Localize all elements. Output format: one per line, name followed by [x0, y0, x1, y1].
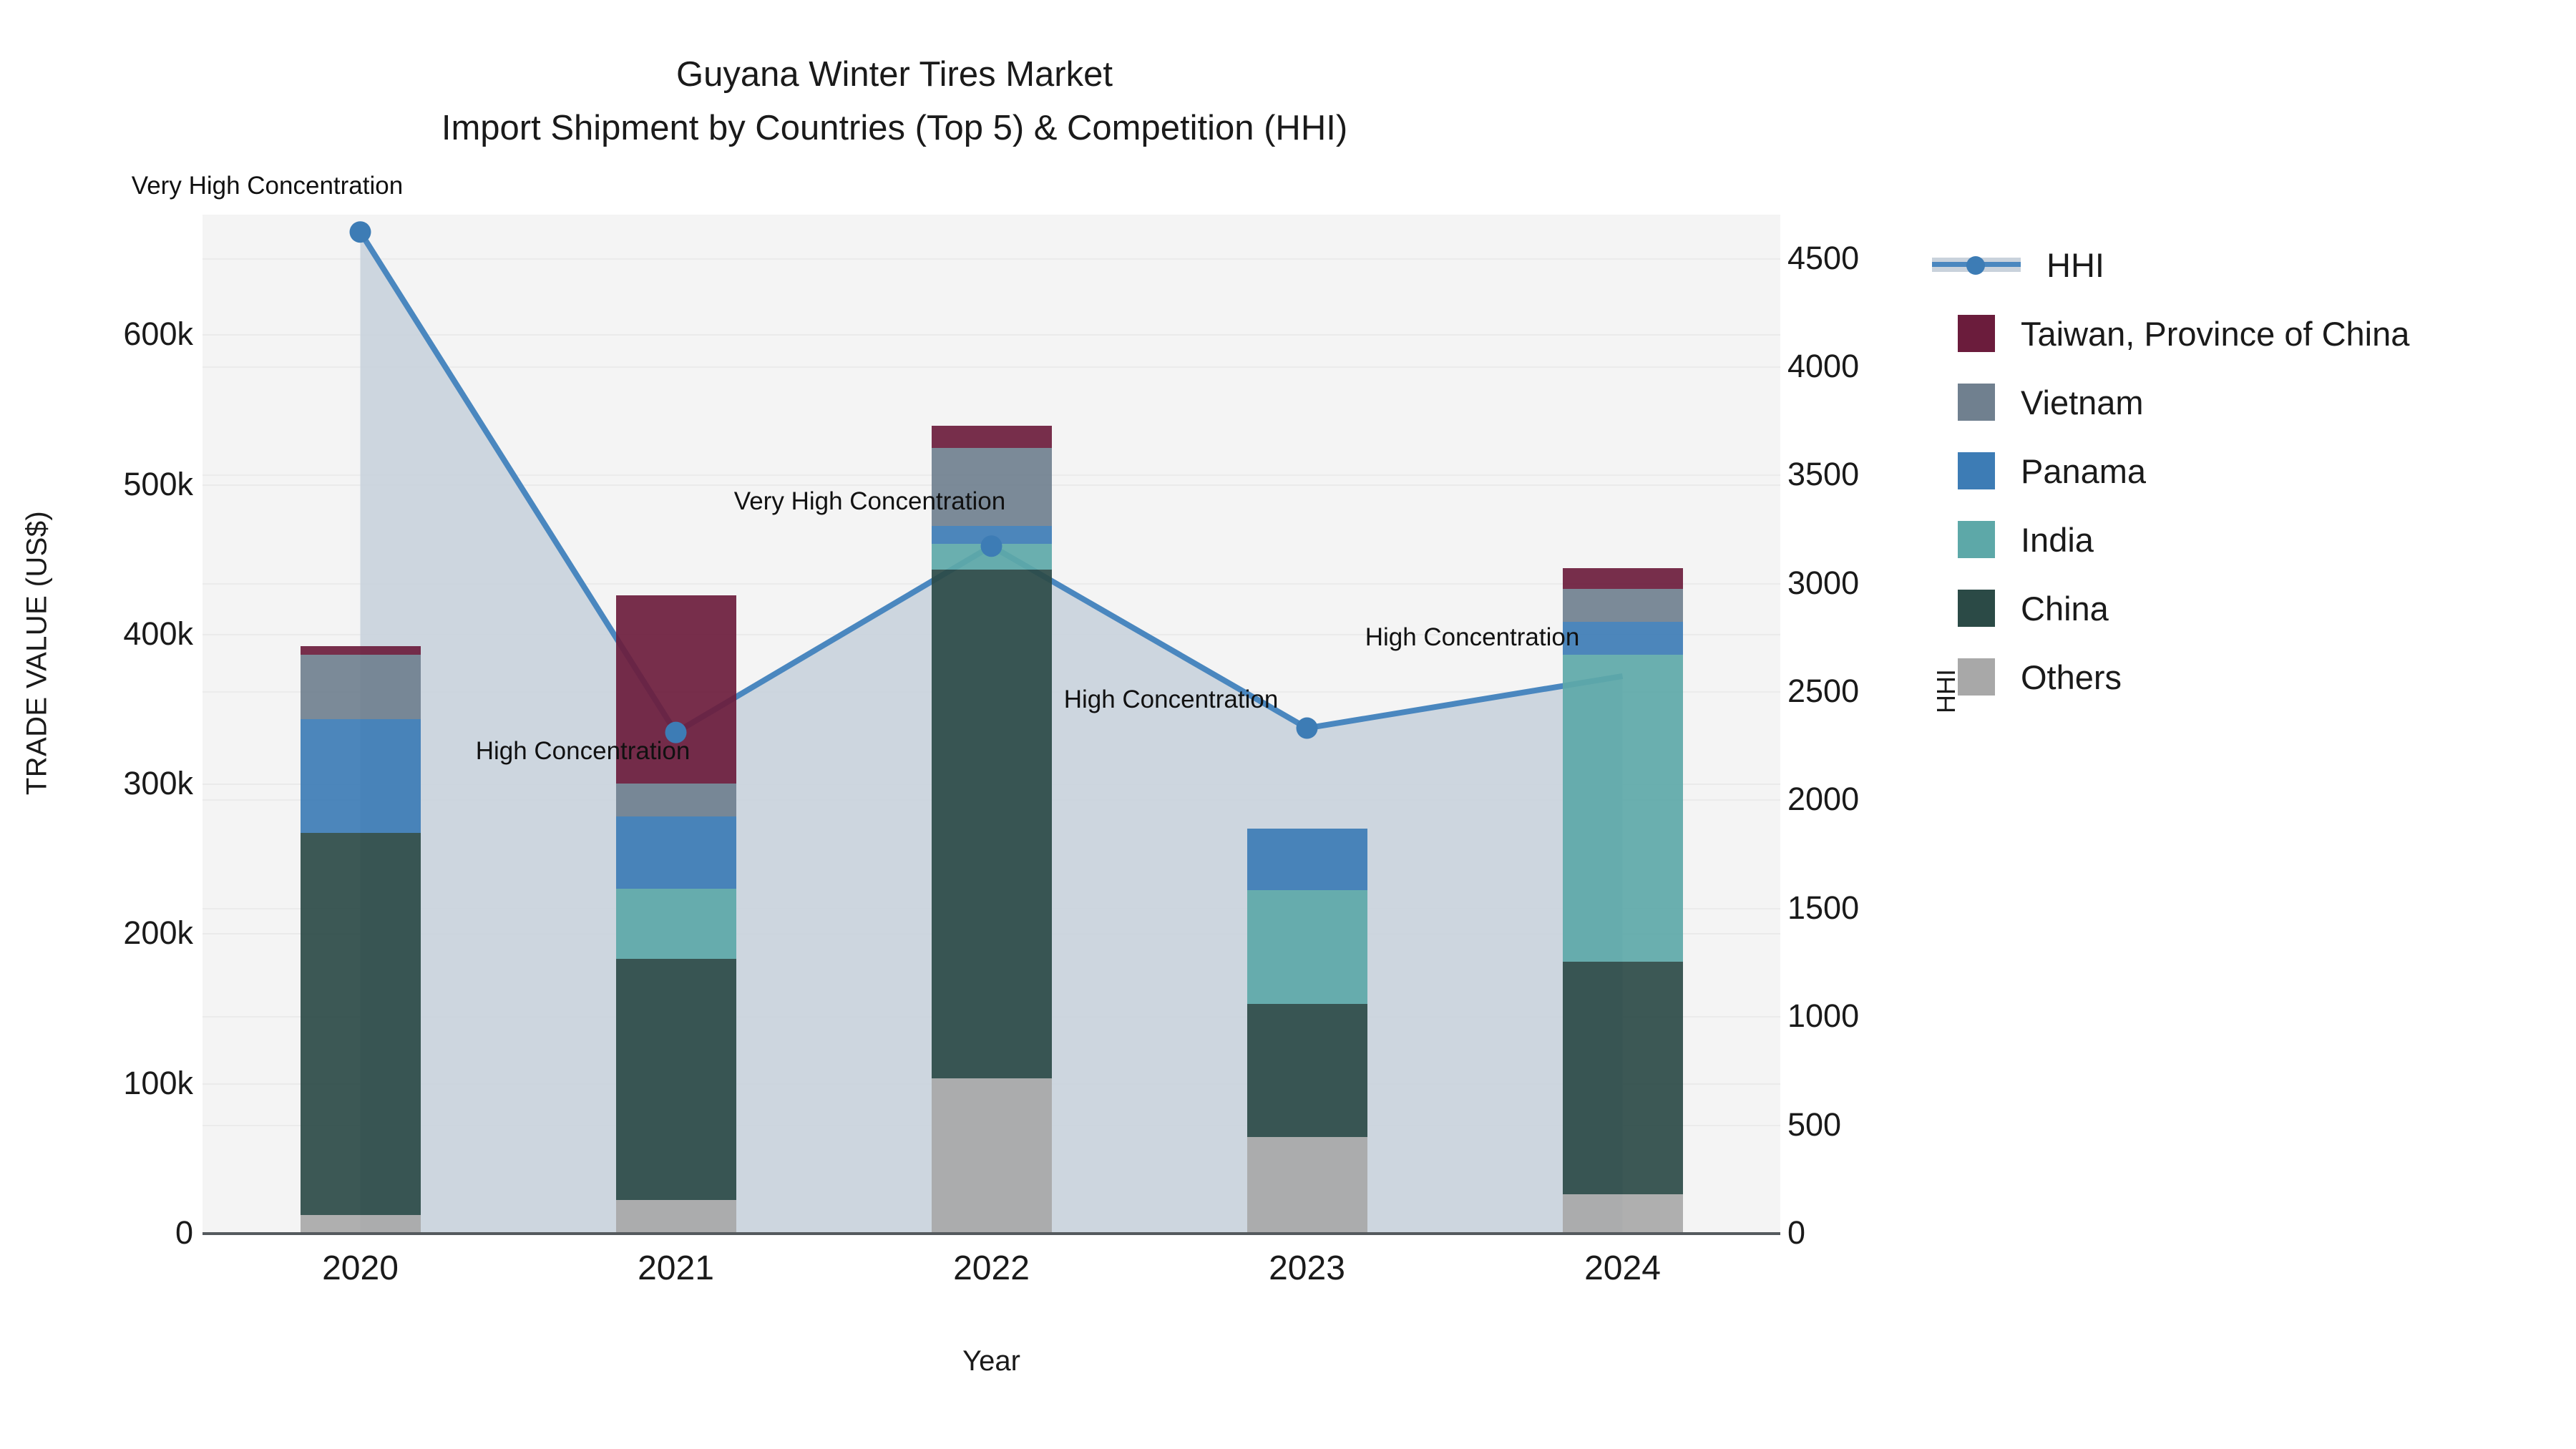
x-axis-tick: 2024 — [1584, 1249, 1661, 1287]
bar-segment[interactable] — [300, 645, 421, 655]
legend-color-swatch — [1958, 384, 1995, 421]
legend-item[interactable]: Vietnam — [1932, 368, 2562, 436]
y-axis-right-tick: 3000 — [1787, 564, 1860, 601]
hhi-markers — [349, 221, 1318, 743]
bar-segment[interactable] — [1246, 889, 1367, 1004]
page-title: Guyana Winter Tires Market Import Shipme… — [0, 56, 1789, 147]
y-axis-right: 0 500 1000 1500 2000 2500 3000 3500 4000 4500 — [1787, 0, 1988, 1449]
bar-segment[interactable] — [931, 448, 1052, 527]
bar-segment[interactable] — [300, 655, 421, 720]
x-axis-tick: 2021 — [638, 1249, 714, 1287]
concentration-annotation: Very High Concentration — [131, 172, 404, 200]
bar-segment[interactable] — [1562, 1194, 1683, 1233]
gridline — [203, 334, 1780, 336]
concentration-annotation: High Concentration — [1365, 623, 1580, 651]
bar-segment[interactable] — [615, 784, 736, 817]
legend-color-swatch — [1958, 315, 1995, 352]
bar-segment[interactable] — [1246, 828, 1367, 890]
y-axis-left-tick: 400k — [123, 615, 193, 652]
y-axis-right-tick: 3500 — [1787, 456, 1860, 493]
legend-item-label: India — [2021, 520, 2094, 559]
y-axis-right-tick: 2000 — [1787, 781, 1860, 818]
legend-item-label: Vietnam — [2021, 383, 2144, 421]
x-axis-tick: 2023 — [1269, 1249, 1345, 1287]
bar-segment[interactable] — [1562, 589, 1683, 623]
y-axis-left-tick: 500k — [123, 465, 193, 502]
x-axis-line — [203, 1232, 1780, 1235]
y-axis-left-tick: 100k — [123, 1064, 193, 1101]
bar-segment[interactable] — [931, 569, 1052, 1079]
hhi-marker[interactable] — [980, 535, 1002, 557]
concentration-annotation: Very High Concentration — [733, 487, 1006, 516]
x-axis-tick: 2022 — [953, 1249, 1030, 1287]
legend-item-label: China — [2021, 589, 2109, 628]
legend-item[interactable]: China — [1932, 574, 2562, 643]
concentration-annotation: High Concentration — [475, 736, 691, 765]
title-line-2: Import Shipment by Countries (Top 5) & C… — [441, 108, 1348, 147]
legend-color-swatch — [1958, 452, 1995, 489]
y-axis-right-tick: 1500 — [1787, 889, 1860, 926]
legend-line-marker — [1932, 246, 2021, 283]
y-axis-left-tick: 300k — [123, 765, 193, 802]
bar-segment[interactable] — [1246, 1003, 1367, 1138]
bar-segment[interactable] — [300, 719, 421, 834]
legend-item-label: Taiwan, Province of China — [2021, 314, 2410, 353]
y-axis-right-tick: 4500 — [1787, 239, 1860, 276]
hhi-marker[interactable] — [1296, 717, 1318, 739]
x-axis-tick: 2020 — [322, 1249, 399, 1287]
y-axis-left-tick: 600k — [123, 316, 193, 353]
bar-segment[interactable] — [1562, 567, 1683, 590]
gridline — [203, 258, 1780, 260]
y-axis-right-tick: 4000 — [1787, 347, 1860, 384]
y-axis-right-tick: 2500 — [1787, 673, 1860, 710]
bar-segment[interactable] — [1246, 1137, 1367, 1233]
gridline — [203, 366, 1780, 368]
bar-segment[interactable] — [1562, 622, 1683, 655]
legend: HHI Taiwan, Province of China Vietnam Panam… — [1932, 230, 2562, 711]
x-axis-label: Year — [962, 1345, 1020, 1377]
bar-segment[interactable] — [300, 1214, 421, 1233]
y-axis-right-tick: 1000 — [1787, 997, 1860, 1035]
bar-segment[interactable] — [615, 888, 736, 960]
bar-segment[interactable] — [615, 816, 736, 889]
legend-item[interactable]: Panama — [1932, 436, 2562, 505]
bar-segment[interactable] — [300, 833, 421, 1215]
bar-segment[interactable] — [931, 426, 1052, 449]
legend-item-label: Others — [2021, 658, 2122, 696]
legend-item[interactable]: India — [1932, 505, 2562, 574]
bar-segment[interactable] — [931, 1078, 1052, 1233]
legend-item[interactable]: Others — [1932, 643, 2562, 711]
concentration-annotation: High Concentration — [1063, 685, 1279, 713]
y-axis-right-tick: 500 — [1787, 1106, 1842, 1143]
y-axis-right-tick: 0 — [1787, 1214, 1806, 1251]
bar-segment[interactable] — [615, 959, 736, 1200]
hhi-marker[interactable] — [665, 721, 687, 743]
bar-segment[interactable] — [1562, 655, 1683, 962]
legend-item-label: Panama — [2021, 452, 2147, 490]
legend-line-dot — [1966, 256, 1985, 275]
y-axis-left-label: TRADE VALUE (US$) — [21, 510, 53, 796]
bar-segment[interactable] — [615, 1199, 736, 1233]
y-axis-left-tick: 0 — [175, 1214, 193, 1251]
hhi-marker[interactable] — [349, 221, 371, 243]
legend-item[interactable]: HHI — [1932, 230, 2562, 299]
y-axis-left-tick: 200k — [123, 914, 193, 952]
bar-segment[interactable] — [1562, 962, 1683, 1194]
legend-color-swatch — [1958, 658, 1995, 696]
legend-color-swatch — [1958, 521, 1995, 558]
y-axis-left: 0 100k 200k 300k 400k 500k 600k — [0, 0, 195, 1449]
legend-color-swatch — [1958, 590, 1995, 627]
title-line-1: Guyana Winter Tires Market — [676, 55, 1113, 94]
bar-segment[interactable] — [615, 595, 736, 784]
legend-item-label: HHI — [2046, 245, 2104, 284]
legend-item[interactable]: Taiwan, Province of China — [1932, 299, 2562, 368]
